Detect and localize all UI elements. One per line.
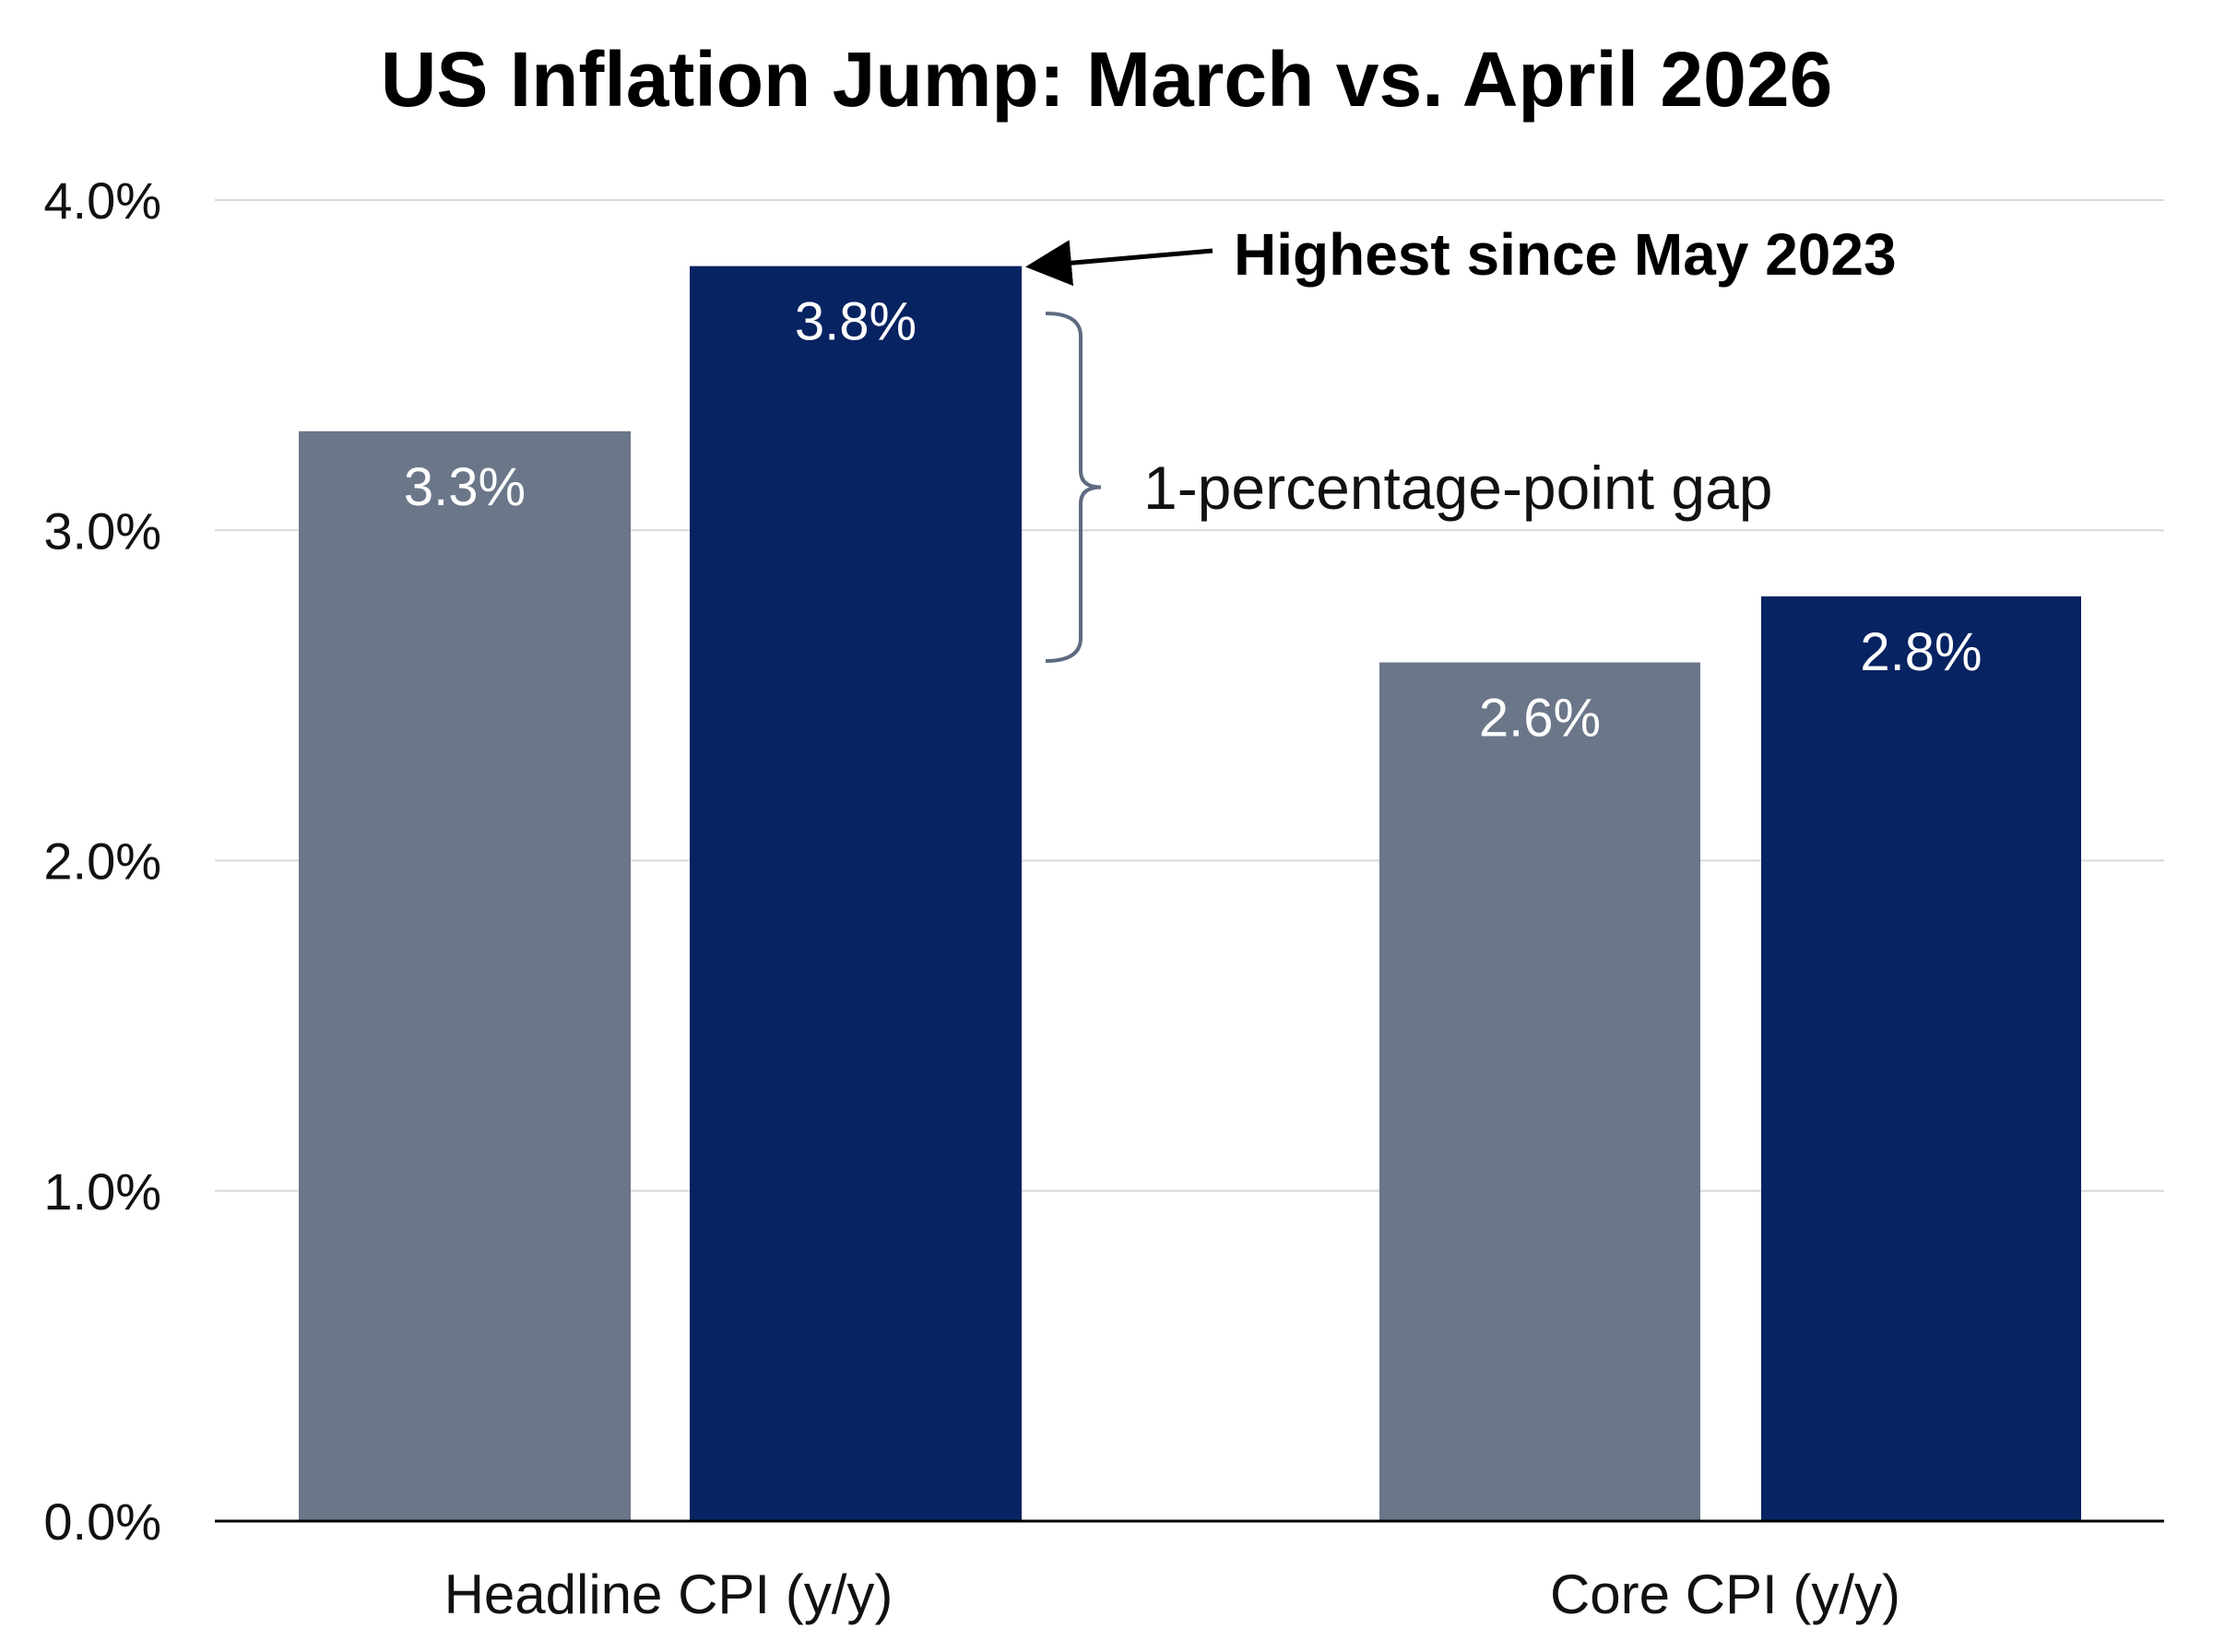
x-axis: Headline CPI (y/y) Core CPI (y/y) [215,1519,2164,1625]
y-tick-label: 0.0% [43,1493,161,1551]
bar-april-1 [1761,596,2081,1521]
x-category-label: Headline CPI (y/y) [444,1564,893,1625]
bar-value-label: 3.3% [404,457,526,517]
annotation-gap: 1-percentage-point gap [1143,454,1773,522]
bar-value-label: 2.8% [1860,622,1982,682]
bar-march-1 [1379,662,1700,1521]
gap-bracket [1045,312,1102,663]
annotation-highest: Highest since May 2023 [1234,221,1897,288]
bar-value-labels: 3.3% 2.6% 3.8% 2.8% [404,292,1982,749]
bar-march-0 [299,431,631,1521]
highest-arrow [1025,240,1213,287]
y-axis: 0.0% 1.0% 2.0% 3.0% 4.0% [43,171,161,1551]
bar-april-0 [690,266,1022,1521]
y-tick-label: 3.0% [43,502,161,560]
chart-title: US Inflation Jump: March vs. April 2026 [381,36,1833,123]
y-tick-label: 4.0% [43,171,161,230]
y-tick-label: 2.0% [43,832,161,891]
bars [299,266,2081,1521]
annotations: Highest since May 2023 1-percentage-point… [1025,221,1897,663]
bar-value-label: 3.8% [795,292,917,352]
y-tick-label: 1.0% [43,1162,161,1221]
x-category-label: Core CPI (y/y) [1550,1564,1900,1625]
bar-value-label: 2.6% [1479,689,1601,749]
